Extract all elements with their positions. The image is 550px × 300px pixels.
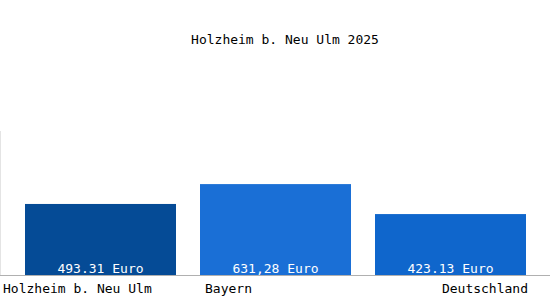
bar	[375, 214, 526, 275]
category-label: Holzheim b. Neu Ulm	[3, 281, 152, 296]
y-axis-line	[0, 131, 1, 275]
bar	[200, 184, 351, 275]
data-label: 631,28 Euro	[232, 261, 318, 276]
category-label: Deutschland	[442, 281, 528, 296]
chart-container: Holzheim b. Neu Ulm 2025 493.31 Euro 631,2…	[0, 0, 550, 300]
data-label: 423.13 Euro	[407, 261, 493, 276]
chart-title: Holzheim b. Neu Ulm 2025	[191, 32, 379, 47]
category-label: Bayern	[205, 281, 252, 296]
bar	[25, 204, 176, 275]
x-axis-line	[0, 275, 550, 276]
bars	[25, 184, 526, 275]
background	[0, 0, 550, 300]
data-label: 493.31 Euro	[57, 261, 143, 276]
chart-svg: Holzheim b. Neu Ulm 2025 493.31 Euro 631,2…	[0, 0, 550, 300]
